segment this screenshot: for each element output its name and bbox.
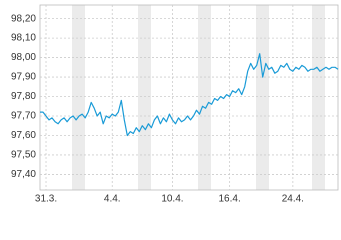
series-line: [40, 53, 339, 137]
y-tick-label: 97,50: [11, 150, 36, 161]
page: 97,40 97,50 97,60 97,70 97,80 97,90 98,00 98,10…: [10, 4, 339, 205]
x-tick-label: 4.4.: [104, 194, 121, 205]
band: [138, 5, 151, 190]
shading: [72, 5, 325, 190]
y-tick-label: 97,80: [11, 91, 36, 102]
band: [198, 5, 211, 190]
y-tick-label: 97,70: [11, 111, 36, 122]
x-tick-label: 24.4.: [282, 194, 304, 205]
x-tick-label: 10.4.: [161, 194, 183, 205]
band: [312, 5, 325, 190]
y-tick-label: 97,90: [11, 72, 36, 83]
y-tick-label: 98,00: [11, 52, 36, 63]
x-tick-label: 31.3.: [35, 194, 57, 205]
y-tick-label: 97,40: [11, 169, 36, 180]
band: [256, 5, 269, 190]
plot-frame: [39, 4, 339, 191]
band: [72, 5, 85, 190]
y-tick-label: 97,60: [11, 130, 36, 141]
y-tick-label: 98,10: [11, 33, 36, 44]
chart: 97,40 97,50 97,60 97,70 97,80 97,90 98,00 98,10…: [11, 4, 339, 205]
x-tick-label: 16.4.: [219, 194, 241, 205]
y-tick-label: 98,20: [11, 13, 36, 24]
